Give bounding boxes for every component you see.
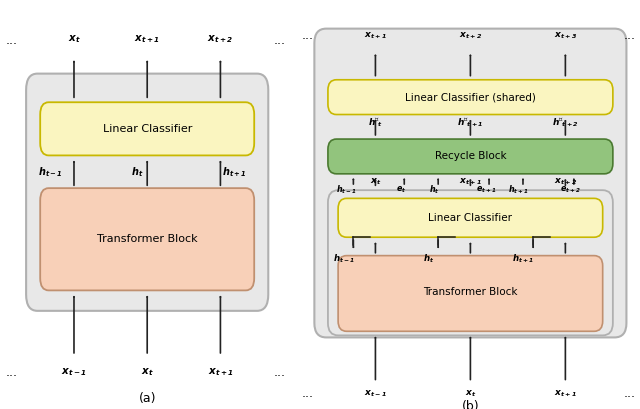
Text: $\bfit{x}_{t}$: $\bfit{x}_{t}$ — [465, 388, 476, 399]
FancyBboxPatch shape — [328, 190, 613, 335]
Text: $\bfit{x}_{t}$: $\bfit{x}_{t}$ — [141, 366, 154, 378]
Text: $\bfit{x}_{t}$: $\bfit{x}_{t}$ — [68, 33, 81, 45]
Text: ...: ... — [6, 366, 18, 379]
Text: $\bfit{x}_{t+1}$: $\bfit{x}_{t+1}$ — [459, 177, 482, 187]
Text: $\bfit{h}'_{t+2}$: $\bfit{h}'_{t+2}$ — [552, 117, 579, 129]
Text: $\bfit{h}_{t+1}$: $\bfit{h}_{t+1}$ — [222, 166, 247, 180]
FancyBboxPatch shape — [314, 29, 627, 337]
Text: $\bfit{x}_{t+1}$: $\bfit{x}_{t+1}$ — [554, 388, 577, 399]
Text: ...: ... — [624, 387, 636, 400]
Text: $\bfit{e}_{t}$: $\bfit{e}_{t}$ — [396, 185, 406, 196]
FancyBboxPatch shape — [40, 188, 254, 290]
Text: $\bfit{x}_{t+2}$: $\bfit{x}_{t+2}$ — [554, 177, 577, 187]
FancyBboxPatch shape — [328, 80, 613, 115]
FancyBboxPatch shape — [338, 198, 603, 237]
Text: $\bfit{h}_{t}$: $\bfit{h}_{t}$ — [422, 252, 434, 265]
Text: $\bfit{x}_{t+3}$: $\bfit{x}_{t+3}$ — [554, 31, 577, 41]
Text: $\bfit{h}_{t-1}$: $\bfit{h}_{t-1}$ — [38, 166, 62, 180]
Text: Recycle Block: Recycle Block — [435, 151, 506, 161]
FancyBboxPatch shape — [328, 139, 613, 174]
Text: $\bfit{x}_{t+1}$: $\bfit{x}_{t+1}$ — [207, 366, 234, 378]
Text: ...: ... — [273, 34, 285, 47]
FancyBboxPatch shape — [338, 256, 603, 331]
Text: Linear Classifier: Linear Classifier — [102, 124, 192, 134]
Text: $\bfit{x}_{t+1}$: $\bfit{x}_{t+1}$ — [134, 33, 160, 45]
Text: $\bfit{h}_{t-1}$: $\bfit{h}_{t-1}$ — [333, 252, 355, 265]
Text: Linear Classifier: Linear Classifier — [428, 213, 513, 222]
Text: ...: ... — [301, 29, 314, 43]
Text: Transformer Block: Transformer Block — [423, 288, 518, 297]
Text: (b): (b) — [461, 400, 479, 409]
Text: $\bfit{h}'_{t+1}$: $\bfit{h}'_{t+1}$ — [457, 117, 484, 129]
Text: $\bfit{x}_{t-1}$: $\bfit{x}_{t-1}$ — [61, 366, 87, 378]
Text: $\bfit{h}_{t}$: $\bfit{h}_{t}$ — [131, 166, 143, 180]
Text: $\bfit{h}'_{t}$: $\bfit{h}'_{t}$ — [368, 117, 383, 129]
Text: $\bfit{e}_{t+1}$: $\bfit{e}_{t+1}$ — [476, 185, 496, 196]
Text: (a): (a) — [138, 392, 156, 405]
FancyBboxPatch shape — [26, 74, 268, 311]
Text: $\bfit{h}_{t+1}$: $\bfit{h}_{t+1}$ — [508, 184, 528, 196]
Text: $\bfit{h}_{t+1}$: $\bfit{h}_{t+1}$ — [512, 252, 534, 265]
Text: $\bfit{h}_{t}$: $\bfit{h}_{t}$ — [429, 184, 440, 196]
FancyBboxPatch shape — [40, 102, 254, 155]
Text: $\bfit{x}_{t+2}$: $\bfit{x}_{t+2}$ — [207, 33, 234, 45]
Text: $\bfit{x}_{t-1}$: $\bfit{x}_{t-1}$ — [364, 388, 387, 399]
Text: $\bfit{x}_{t}$: $\bfit{x}_{t}$ — [370, 177, 381, 187]
Text: $\bfit{h}_{t-1}$: $\bfit{h}_{t-1}$ — [336, 184, 357, 196]
Text: $\bfit{e}_{t+2}$: $\bfit{e}_{t+2}$ — [560, 185, 581, 196]
Text: $\bfit{x}_{t+2}$: $\bfit{x}_{t+2}$ — [459, 31, 482, 41]
Text: Linear Classifier (shared): Linear Classifier (shared) — [405, 92, 536, 102]
Text: ...: ... — [273, 366, 285, 379]
Text: $\bfit{x}_{t+1}$: $\bfit{x}_{t+1}$ — [364, 31, 387, 41]
Text: ...: ... — [6, 34, 18, 47]
Text: ...: ... — [301, 387, 314, 400]
Text: Transformer Block: Transformer Block — [97, 234, 198, 244]
Text: ...: ... — [624, 29, 636, 43]
